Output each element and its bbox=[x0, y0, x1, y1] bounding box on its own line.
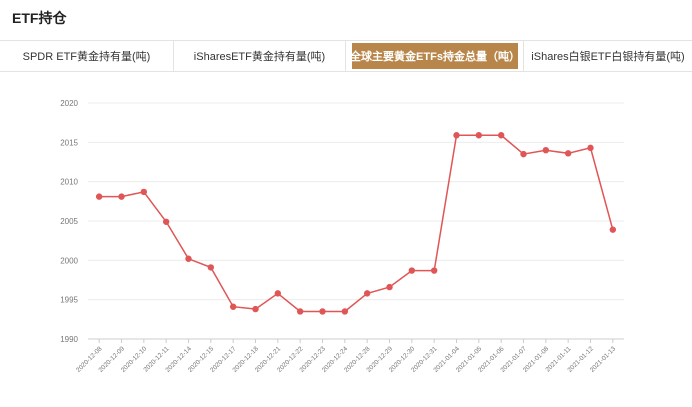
page-title: ETF持仓 bbox=[12, 10, 67, 26]
y-tick-label: 2000 bbox=[60, 256, 78, 265]
tab-spdr-gold[interactable]: SPDR ETF黄金持有量(吨) bbox=[0, 41, 174, 71]
data-point[interactable] bbox=[207, 264, 215, 271]
tab-ishares-silver[interactable]: iShares白银ETF白银持有量(吨) bbox=[531, 51, 685, 63]
data-point[interactable] bbox=[609, 226, 617, 233]
data-point[interactable] bbox=[497, 132, 505, 139]
tab-ishares-gold[interactable]: iSharesETF黄金持有量(吨) bbox=[174, 41, 346, 71]
line-chart: 1990 1995 2000 2005 2010 2015 2020 2020-12-082… bbox=[60, 99, 624, 374]
data-point[interactable] bbox=[296, 308, 304, 315]
data-point[interactable] bbox=[341, 308, 349, 315]
y-tick-label: 2015 bbox=[60, 138, 78, 147]
data-point[interactable] bbox=[185, 255, 192, 262]
data-point[interactable] bbox=[542, 147, 550, 154]
y-tick-label: 2005 bbox=[60, 217, 78, 226]
y-tick-label: 1995 bbox=[60, 296, 78, 305]
data-point[interactable] bbox=[408, 267, 416, 274]
y-tick-label: 2010 bbox=[60, 178, 78, 187]
data-point[interactable] bbox=[140, 188, 148, 196]
data-point[interactable] bbox=[319, 308, 326, 315]
data-point[interactable] bbox=[386, 283, 393, 291]
series-line bbox=[99, 134, 614, 313]
data-point[interactable] bbox=[453, 132, 460, 139]
data-point[interactable] bbox=[587, 144, 594, 152]
data-point[interactable] bbox=[430, 267, 438, 274]
data-point[interactable] bbox=[520, 150, 527, 158]
y-tick-label: 1990 bbox=[60, 335, 78, 344]
y-axis: 1990 1995 2000 2005 2010 2015 2020 bbox=[60, 99, 78, 344]
data-point[interactable] bbox=[229, 303, 237, 310]
tab-bar: SPDR ETF黄金持有量(吨) iSharesETF黄金持有量(吨) 全球主要… bbox=[0, 40, 692, 72]
chart-grid bbox=[88, 102, 624, 340]
x-axis: 2020-12-082020-12-092020-12-102020-12-11… bbox=[75, 339, 618, 374]
data-point[interactable] bbox=[162, 218, 170, 225]
data-point[interactable] bbox=[118, 193, 125, 200]
data-point[interactable] bbox=[475, 132, 483, 139]
data-point[interactable] bbox=[363, 290, 371, 297]
data-point[interactable] bbox=[274, 290, 282, 297]
series-points bbox=[95, 132, 617, 315]
tab-global-gold-etfs[interactable]: 全球主要黄金ETFs持金总量（吨） bbox=[350, 43, 520, 69]
y-tick-label: 2020 bbox=[60, 99, 78, 108]
data-point[interactable] bbox=[564, 150, 572, 157]
data-point[interactable] bbox=[95, 193, 103, 200]
data-point[interactable] bbox=[252, 305, 259, 313]
